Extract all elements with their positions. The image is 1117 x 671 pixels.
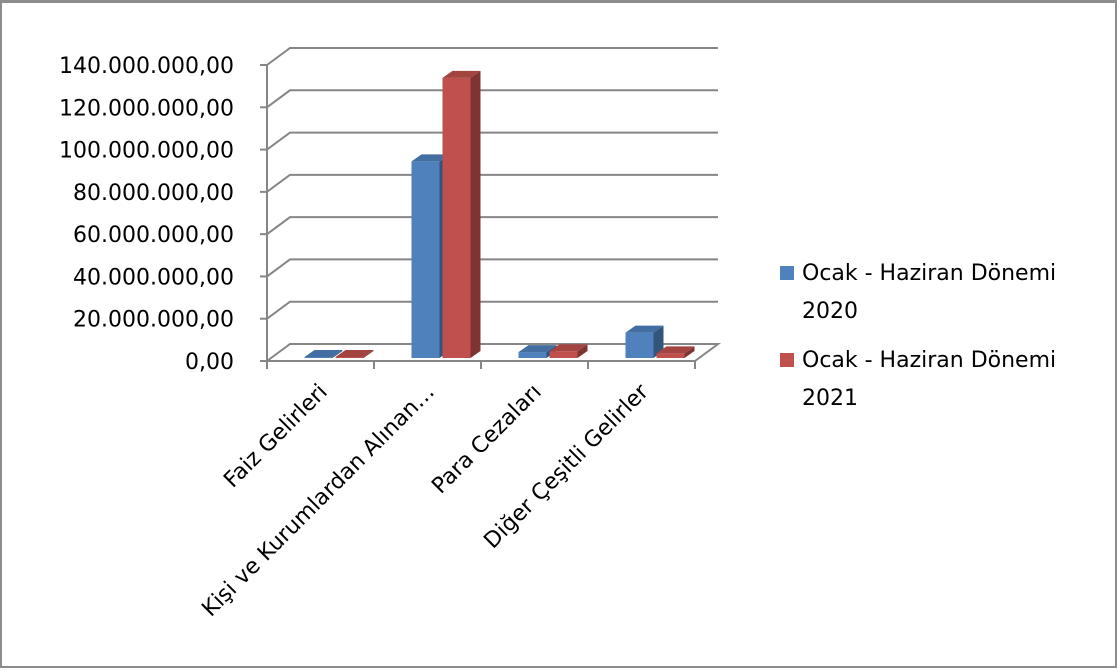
y-tick-label: 60.000.000,00: [73, 223, 234, 248]
x-tick-label: Kişi ve Kurumlardan Alınan…: [197, 380, 439, 622]
y-tick-label: 0,00: [185, 350, 234, 375]
bar-side: [653, 325, 664, 358]
bar: [304, 350, 343, 358]
bar: [656, 346, 695, 358]
bar: [625, 325, 664, 358]
bar-side: [332, 350, 343, 358]
gridlines: [260, 47, 718, 362]
legend-label-year: 2020: [802, 299, 858, 324]
gridline: [266, 216, 718, 235]
bars: [304, 70, 695, 358]
legend-swatch: [780, 353, 794, 367]
bar-side: [363, 350, 374, 358]
bar-side: [470, 70, 481, 358]
y-tick-label: 120.000.000,00: [59, 96, 234, 121]
x-tick-label: Para Cezaları: [427, 380, 546, 499]
bar-side: [684, 346, 695, 358]
bar-front: [411, 161, 440, 358]
gridline: [266, 131, 718, 151]
legend-label-year: 2021: [802, 386, 858, 411]
bar-front: [442, 77, 471, 358]
bar-chart: 0,00 20.000.000,00 40.000.000,00 60.000.000…: [59, 47, 1056, 622]
bar-side: [577, 344, 588, 358]
bar: [442, 70, 481, 358]
y-axis-tick-labels: 0,00 20.000.000,00 40.000.000,00 60.000.000…: [59, 54, 234, 375]
y-tick-label: 80.000.000,00: [73, 181, 234, 206]
legend-label: Ocak - Haziran Dönemi: [802, 261, 1056, 286]
gridline: [266, 89, 718, 109]
bar-top: [304, 350, 343, 357]
bar-front: [656, 353, 685, 358]
bar: [335, 350, 374, 358]
bar-front: [518, 352, 547, 358]
bar-top: [335, 350, 374, 357]
bar-top: [518, 345, 557, 353]
legend: Ocak - Haziran Dönemi 2020 Ocak - Haziran …: [780, 261, 1056, 411]
gridline: [266, 300, 718, 320]
bar-front: [335, 357, 364, 358]
bar-front: [625, 332, 654, 358]
y-tick-label: 40.000.000,00: [73, 265, 234, 290]
y-tick-label: 140.000.000,00: [59, 54, 234, 79]
bar: [549, 344, 588, 358]
gridline: [266, 173, 718, 193]
bar-top: [656, 346, 695, 354]
bar-top: [625, 325, 664, 333]
gridline: [266, 258, 718, 278]
bar-top: [442, 70, 481, 78]
x-tick-label: Faiz Gelirleri: [219, 380, 332, 493]
gridline: [266, 47, 718, 66]
legend-label: Ocak - Haziran Dönemi: [802, 348, 1056, 373]
chart-walls: [266, 65, 722, 369]
y-tick-label: 20.000.000,00: [73, 308, 234, 333]
legend-swatch: [780, 266, 794, 280]
y-tick-label: 100.000.000,00: [59, 139, 234, 164]
bar-front: [304, 357, 333, 358]
bar-top: [411, 154, 450, 162]
bar-top: [549, 344, 588, 352]
bar-front: [549, 351, 578, 358]
chart-floor: [266, 343, 722, 362]
